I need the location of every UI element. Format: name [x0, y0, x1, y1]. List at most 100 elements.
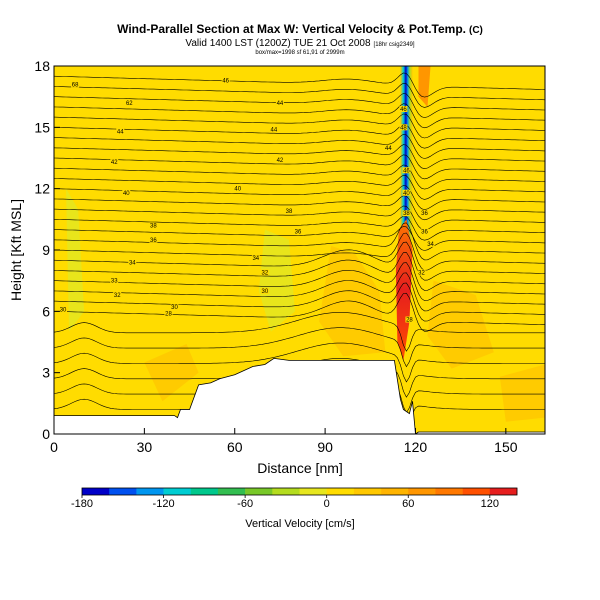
theta-contour — [54, 272, 545, 312]
contour-label: 46 — [222, 78, 229, 84]
theta-contour — [54, 252, 545, 291]
colorbar-swatch — [489, 488, 518, 495]
contour-label: 44 — [277, 101, 284, 107]
colorbar-label: Vertical Velocity [cm/s] — [245, 518, 354, 530]
chart-title: Wind-Parallel Section at Max W: Vertical… — [117, 22, 483, 36]
x-tick-label: 0 — [50, 439, 58, 455]
contour-label-bg — [125, 99, 134, 106]
contour-label-bg — [420, 210, 429, 217]
contour-label-bg — [233, 185, 242, 192]
contour-label: 46 — [403, 168, 410, 174]
info-line: box/max=1998 sf 61,91 of 2999m — [255, 50, 344, 56]
x-tick-label: 60 — [227, 439, 243, 455]
theta-contour — [54, 222, 545, 261]
theta-contour — [54, 82, 545, 108]
theta-contour — [54, 232, 545, 271]
contour-label: 33 — [111, 279, 118, 285]
theta-contour-low — [54, 312, 545, 352]
colorbar-swatch — [299, 488, 327, 495]
theta-contour — [54, 133, 545, 159]
x-tick-label: 150 — [494, 439, 518, 455]
x-tick-label: 120 — [404, 439, 428, 455]
contour-label: 38 — [403, 211, 410, 217]
colorbar: -180 -120 -60 0 60 120 — [71, 487, 518, 510]
contour-label: 32 — [262, 270, 269, 276]
contour-label-bg — [284, 208, 293, 215]
contour-label: 40 — [403, 191, 410, 197]
colorbar-swatch — [190, 488, 219, 495]
contour-label-bg — [399, 124, 408, 131]
contour-label: 68 — [72, 82, 79, 88]
y-tick-label: 6 — [42, 303, 50, 319]
contour-label: 40 — [123, 191, 130, 197]
contour-label-bg — [275, 157, 284, 164]
contour-label: 36 — [421, 230, 428, 236]
downdraft-region — [66, 188, 85, 332]
colorbar-swatch — [272, 488, 300, 495]
theta-contour-labels: 6862444240383634333230283046444442403836… — [59, 77, 435, 324]
theta-contour — [54, 154, 545, 180]
theta-contour — [54, 103, 545, 129]
contour-label-bg — [71, 81, 80, 88]
colorbar-tick-label: 0 — [324, 498, 330, 510]
y-axis-label: Height [Kft MSL] — [8, 199, 24, 301]
contour-label-bg — [170, 304, 179, 311]
contour-label-bg — [269, 126, 278, 133]
theta-contour — [54, 195, 545, 221]
theta-contours — [54, 72, 545, 429]
theta-contour-low — [54, 342, 545, 383]
plot-area: 6862444240383634333230283046444442403836… — [54, 66, 545, 434]
contour-label-bg — [113, 291, 122, 298]
contour-label-bg — [221, 77, 230, 84]
colorbar-tick-label: 120 — [481, 498, 499, 510]
contour-label: 30 — [171, 305, 178, 311]
colorbar-swatch — [109, 488, 137, 495]
contour-label: 42 — [111, 160, 118, 166]
contour-label: 62 — [126, 101, 133, 107]
contour-label-bg — [426, 240, 435, 247]
terrain — [54, 357, 545, 434]
theta-contour — [54, 123, 545, 149]
contour-label-bg — [402, 210, 411, 217]
contour-label: 44 — [117, 129, 124, 135]
colorbar-swatch — [245, 488, 273, 495]
colorbar-tick-label: -180 — [71, 498, 93, 510]
theta-contour — [54, 93, 545, 118]
y-tick-label: 18 — [34, 58, 50, 74]
y-tick-label: 9 — [42, 242, 50, 258]
contour-label-bg — [399, 105, 408, 112]
colorbar-tick-label: 60 — [402, 498, 414, 510]
colorbar-swatch — [353, 488, 382, 495]
contour-label: 42 — [277, 158, 284, 164]
contour-label: 36 — [295, 230, 302, 236]
colorbar-tick-label: -120 — [153, 498, 175, 510]
contour-label-bg — [149, 222, 158, 229]
contour-label-bg — [251, 255, 260, 262]
contour-label: 30 — [60, 307, 67, 313]
y-tick-label: 3 — [42, 365, 50, 381]
contour-label-bg — [149, 236, 158, 243]
theta-contour — [54, 225, 545, 251]
contour-label: 28 — [165, 311, 172, 317]
theta-contour — [54, 185, 545, 210]
y-tick-label: 0 — [42, 426, 50, 442]
chart-subtitle: Valid 1400 LST (1200Z) TUE 21 Oct 2008 [1… — [185, 38, 414, 49]
theta-contour — [54, 215, 545, 241]
contour-label-bg — [384, 144, 393, 151]
updraft-core — [395, 219, 413, 361]
contour-label: 44 — [271, 127, 278, 133]
theta-contour — [54, 144, 545, 170]
theta-contour — [54, 174, 545, 200]
colorbar-swatch — [163, 488, 192, 495]
contour-label-bg — [260, 287, 269, 294]
contour-label: 46 — [400, 107, 407, 113]
contour-label-bg — [59, 306, 68, 313]
contour-label-bg — [260, 269, 269, 276]
theta-contour — [54, 113, 545, 139]
contour-label: 34 — [129, 260, 136, 266]
contour-label-bg — [110, 159, 119, 166]
contour-label-bg — [275, 99, 284, 106]
contour-label: 30 — [262, 289, 269, 295]
contour-label: 36 — [150, 238, 157, 244]
